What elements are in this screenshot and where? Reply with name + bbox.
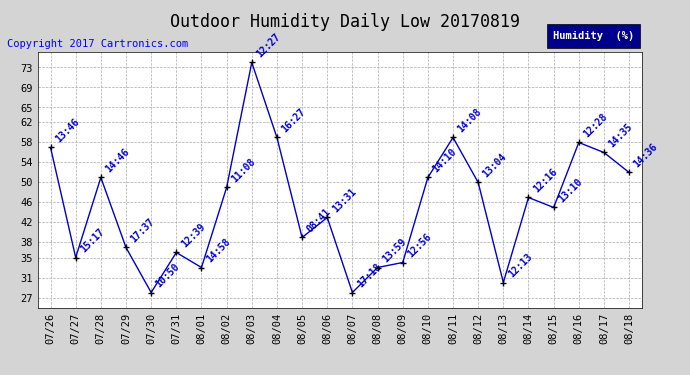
Text: 16:27: 16:27: [279, 107, 308, 135]
Text: 13:10: 13:10: [556, 177, 584, 205]
Text: 13:31: 13:31: [330, 187, 358, 215]
Text: 14:10: 14:10: [431, 147, 458, 175]
Text: 08:41: 08:41: [305, 207, 333, 235]
Text: 11:08: 11:08: [229, 157, 257, 185]
Text: 15:17: 15:17: [79, 227, 106, 255]
Text: 14:08: 14:08: [456, 107, 484, 135]
Text: Outdoor Humidity Daily Low 20170819: Outdoor Humidity Daily Low 20170819: [170, 13, 520, 31]
Text: Humidity  (%): Humidity (%): [553, 31, 634, 41]
Text: 13:59: 13:59: [380, 237, 408, 265]
Text: 17:18: 17:18: [355, 262, 383, 290]
Text: 14:35: 14:35: [607, 122, 635, 150]
Text: 12:28: 12:28: [582, 112, 609, 140]
Text: 14:46: 14:46: [104, 147, 132, 175]
Text: 13:46: 13:46: [53, 117, 81, 145]
Text: 12:13: 12:13: [506, 252, 534, 280]
Text: 13:04: 13:04: [481, 152, 509, 180]
Text: 12:39: 12:39: [179, 222, 207, 250]
Text: 12:16: 12:16: [531, 167, 559, 195]
Text: 12:27: 12:27: [255, 32, 282, 60]
Text: 17:37: 17:37: [129, 217, 157, 245]
Text: Copyright 2017 Cartronics.com: Copyright 2017 Cartronics.com: [7, 39, 188, 50]
Text: 10:50: 10:50: [154, 262, 181, 290]
Text: 14:58: 14:58: [204, 237, 232, 265]
Text: 12:56: 12:56: [406, 232, 433, 260]
Text: 14:36: 14:36: [632, 142, 660, 170]
